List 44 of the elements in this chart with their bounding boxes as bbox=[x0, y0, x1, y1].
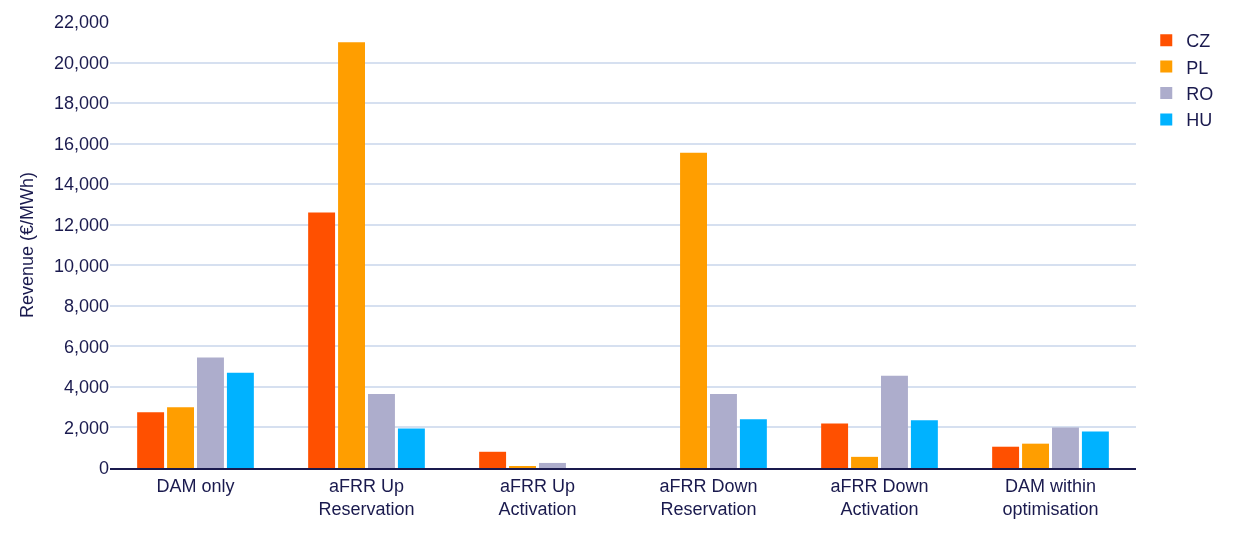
y-tick-label: 0 bbox=[98, 458, 109, 479]
bar bbox=[1052, 427, 1079, 468]
bar bbox=[910, 420, 938, 468]
bar bbox=[397, 428, 425, 468]
bar bbox=[739, 419, 767, 468]
legend-label: HU bbox=[1186, 110, 1213, 131]
bar bbox=[851, 456, 878, 468]
bar bbox=[1022, 443, 1049, 468]
y-tick-label: 10,000 bbox=[53, 255, 109, 276]
bar bbox=[368, 394, 395, 468]
bar bbox=[992, 446, 1020, 468]
y-tick-label: 12,000 bbox=[53, 215, 109, 236]
x-tick-label: aFRR Down Activation bbox=[830, 475, 929, 519]
y-tick-label: 4,000 bbox=[63, 377, 109, 398]
x-tick-label: aFRR Down Reservation bbox=[659, 475, 758, 519]
x-tick-label: DAM only bbox=[156, 475, 235, 496]
bar bbox=[881, 375, 908, 468]
y-tick-label: 2,000 bbox=[63, 417, 109, 438]
bar bbox=[680, 152, 707, 468]
legend-label: PL bbox=[1186, 57, 1209, 78]
bar bbox=[479, 451, 507, 468]
y-tick-label: 20,000 bbox=[53, 52, 109, 73]
y-tick-label: 16,000 bbox=[53, 133, 109, 154]
bar bbox=[710, 394, 737, 468]
bar bbox=[308, 212, 336, 468]
y-tick-label: 22,000 bbox=[53, 12, 109, 33]
bar bbox=[338, 42, 365, 468]
x-tick-label: aFRR Up Activation bbox=[498, 475, 577, 519]
x-tick-label: aFRR Up Reservation bbox=[318, 475, 415, 519]
legend-label: CZ bbox=[1186, 31, 1211, 52]
y-tick-label: 8,000 bbox=[63, 296, 109, 317]
y-tick-label: 6,000 bbox=[63, 336, 109, 357]
bar bbox=[539, 462, 566, 468]
y-tick-label: 18,000 bbox=[53, 93, 109, 114]
bar bbox=[167, 407, 194, 468]
bar bbox=[1081, 431, 1109, 468]
bar bbox=[226, 372, 254, 468]
y-tick-label: 14,000 bbox=[53, 174, 109, 195]
x-tick-label: DAM within optimisation bbox=[1002, 475, 1099, 519]
bar bbox=[197, 357, 224, 468]
bar bbox=[821, 423, 849, 468]
y-axis-title: Revenue (€/MWh) bbox=[17, 171, 38, 319]
legend-label: RO bbox=[1186, 84, 1214, 105]
bar bbox=[137, 412, 165, 468]
